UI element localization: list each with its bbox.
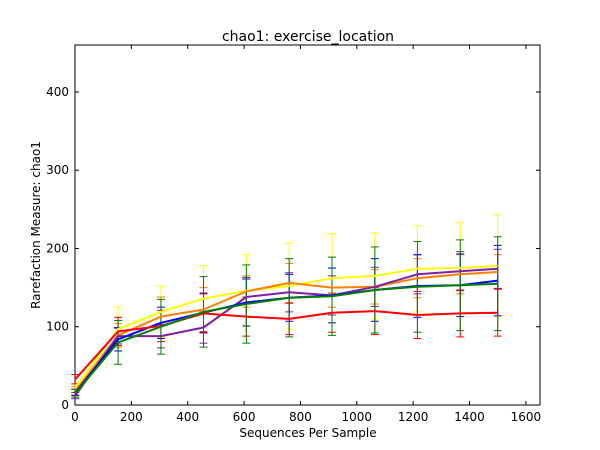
series-line (74, 310, 498, 380)
y-tick-label: 100 (46, 320, 69, 334)
x-tick-label: 1000 (342, 410, 373, 424)
y-tick-label: 200 (46, 241, 69, 255)
y-axis-label: Rarefaction Measure: chao1 (29, 141, 43, 309)
series-line (74, 271, 498, 392)
y-tick-label: 400 (46, 85, 69, 99)
series-line (74, 267, 498, 397)
series-line (74, 282, 498, 394)
x-tick-label: 200 (120, 410, 143, 424)
x-tick-label: 600 (233, 410, 256, 424)
x-axis-label: Sequences Per Sample (239, 426, 376, 440)
y-tick-label: 300 (46, 163, 69, 177)
chart-title: chao1: exercise_location (222, 29, 394, 45)
x-tick-label: 1600 (511, 410, 542, 424)
x-tick-label: 800 (289, 410, 312, 424)
series-line (74, 264, 498, 389)
x-tick-label: 400 (176, 410, 199, 424)
plot-frame (74, 44, 541, 406)
x-tick-label: 0 (71, 410, 79, 424)
x-tick-label: 1400 (454, 410, 485, 424)
plot-area: 0 200 400 600 800 1000 1200 1400 1600 0 100 200 300 4… (46, 44, 542, 424)
x-tick-label: 1200 (398, 410, 429, 424)
y-tick-label: 0 (61, 398, 69, 412)
